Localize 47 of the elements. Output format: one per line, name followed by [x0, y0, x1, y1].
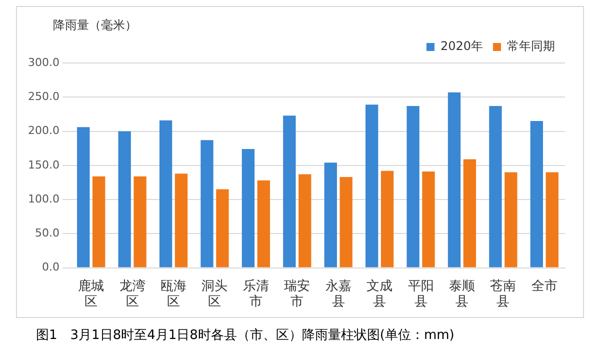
- x-tick-label: 乐清市: [242, 278, 269, 310]
- y-tick-label: 200.0: [28, 124, 60, 138]
- bar: [365, 104, 378, 268]
- x-tick-label: 鹿城区: [78, 278, 104, 310]
- y-tick-label: 0.0: [42, 260, 60, 274]
- bar: [463, 159, 476, 268]
- y-tick-label: 150.0: [28, 158, 60, 172]
- x-tick-label: 永嘉县: [325, 278, 352, 310]
- caption: 图1 3月1日8时至4月1日8时各县（市、区）降雨量柱状图(单位：mm): [36, 327, 454, 344]
- y-tick-label: 300.0: [28, 56, 60, 69]
- x-tick-label: 平阳县: [408, 278, 434, 310]
- bar: [504, 172, 518, 268]
- bar: [489, 106, 502, 268]
- bar: [422, 172, 435, 268]
- bar: [159, 120, 172, 268]
- bar: [530, 121, 544, 268]
- bar: [134, 176, 146, 268]
- bar: [298, 174, 312, 268]
- x-tick-label: 洞头区: [202, 278, 228, 310]
- x-tick-label: 瓯海区: [160, 278, 187, 310]
- legend-label: 常年同期: [507, 39, 555, 54]
- bar: [257, 180, 270, 268]
- x-tick-label: 泰顺县: [448, 278, 475, 310]
- y-tick-label: 100.0: [28, 192, 60, 206]
- bar: [324, 162, 337, 268]
- y-axis-title: 降雨量（毫米）: [53, 17, 137, 34]
- bar: [77, 127, 90, 268]
- bar: [200, 140, 214, 268]
- x-tick-label: 文成县: [366, 278, 393, 310]
- bar: [340, 177, 352, 268]
- x-tick-label: 瑞安市: [284, 278, 310, 310]
- bar: [283, 116, 296, 268]
- bar: [216, 189, 229, 268]
- bar: [380, 170, 394, 268]
- y-tick-label: 50.0: [34, 226, 60, 240]
- bar: [448, 92, 461, 268]
- y-tick-label: 250.0: [28, 90, 60, 103]
- bar: [406, 106, 420, 268]
- legend-label: 2020年: [440, 39, 484, 54]
- x-tick-label: 苍南县: [490, 278, 516, 310]
- bar: [546, 172, 558, 268]
- bar: [174, 174, 188, 268]
- x-tick-label: 全市: [531, 278, 558, 294]
- bar: [92, 176, 106, 268]
- x-tick-label: 龙湾区: [119, 278, 146, 310]
- bar: [242, 149, 255, 268]
- bar: [118, 131, 131, 268]
